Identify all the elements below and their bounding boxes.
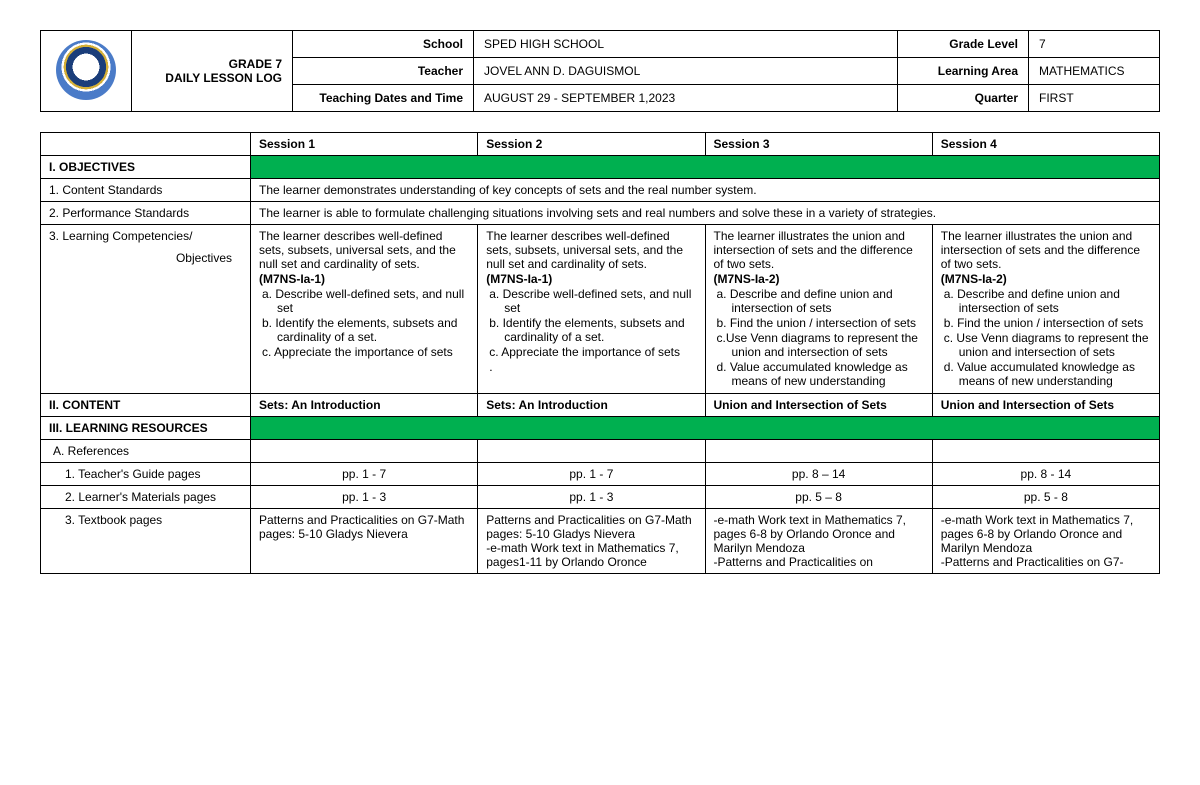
s1-intro: The learner describes well-defined sets,…: [259, 229, 469, 271]
s1-c: c. Appreciate the importance of sets: [259, 345, 469, 359]
deped-logo: [56, 40, 116, 100]
s4-c: c. Use Venn diagrams to represent the un…: [941, 331, 1151, 359]
s2-a: a. Describe well-defined sets, and null …: [486, 287, 696, 315]
resources-green-bar: [251, 417, 1160, 440]
competency-s3: The learner illustrates the union and in…: [705, 225, 932, 394]
tb-s2-b: -e-math Work text in Mathematics 7, page…: [486, 541, 696, 569]
performance-standards-label: 2. Performance Standards: [41, 202, 251, 225]
s4-a: a. Describe and define union and interse…: [941, 287, 1151, 315]
session-1-header: Session 1: [251, 133, 478, 156]
s3-a: a. Describe and define union and interse…: [714, 287, 924, 315]
textbook-label: 3. Textbook pages: [41, 509, 251, 574]
tb-s2: Patterns and Practicalities on G7-Math p…: [478, 509, 705, 574]
content-s4: Union and Intersection of Sets: [932, 394, 1159, 417]
ref-s1: [251, 440, 478, 463]
tg-s4: pp. 8 - 14: [932, 463, 1159, 486]
s3-code: (M7NS-Ia-2): [714, 272, 780, 286]
references-label: A. References: [41, 440, 251, 463]
teacher-value: JOVEL ANN D. DAGUISMOL: [474, 58, 898, 85]
lm-s3: pp. 5 – 8: [705, 486, 932, 509]
school-value: SPED HIGH SCHOOL: [474, 31, 898, 58]
dates-label: Teaching Dates and Time: [293, 85, 474, 112]
dll-title: DAILY LESSON LOG: [142, 71, 282, 85]
session-2-header: Session 2: [478, 133, 705, 156]
content-standards-text: The learner demonstrates understanding o…: [251, 179, 1160, 202]
grade-level-value: 7: [1029, 31, 1160, 58]
main-table: Session 1 Session 2 Session 3 Session 4 …: [40, 132, 1160, 574]
teachers-guide-label: 1. Teacher's Guide pages: [41, 463, 251, 486]
ref-s4: [932, 440, 1159, 463]
s4-code: (M7NS-Ia-2): [941, 272, 1007, 286]
learning-area-label: Learning Area: [898, 58, 1029, 85]
grade-text: GRADE 7: [142, 57, 282, 71]
tg-s3: pp. 8 – 14: [705, 463, 932, 486]
tb-s3-a: -e-math Work text in Mathematics 7, page…: [714, 513, 924, 555]
tg-s2: pp. 1 - 7: [478, 463, 705, 486]
ref-s2: [478, 440, 705, 463]
s4-b: b. Find the union / intersection of sets: [941, 316, 1151, 330]
lm-s2: pp. 1 - 3: [478, 486, 705, 509]
quarter-label: Quarter: [898, 85, 1029, 112]
learners-materials-label: 2. Learner's Materials pages: [41, 486, 251, 509]
content-s2: Sets: An Introduction: [478, 394, 705, 417]
tb-s4-b: -Patterns and Practicalities on G7-: [941, 555, 1151, 569]
s3-intro: The learner illustrates the union and in…: [714, 229, 924, 271]
s4-intro: The learner illustrates the union and in…: [941, 229, 1151, 271]
tb-s3: -e-math Work text in Mathematics 7, page…: [705, 509, 932, 574]
tb-s3-b: -Patterns and Practicalities on: [714, 555, 924, 569]
objectives-header: I. OBJECTIVES: [41, 156, 251, 179]
session-4-header: Session 4: [932, 133, 1159, 156]
resources-header: III. LEARNING RESOURCES: [41, 417, 251, 440]
quarter-value: FIRST: [1029, 85, 1160, 112]
s2-intro: The learner describes well-defined sets,…: [486, 229, 696, 271]
grade-level-label: Grade Level: [898, 31, 1029, 58]
lc-text: 3. Learning Competencies/: [49, 229, 192, 243]
content-header: II. CONTENT: [41, 394, 251, 417]
s2-c: c. Appreciate the importance of sets: [486, 345, 696, 359]
s2-dot: .: [486, 360, 696, 374]
content-standards-label: 1. Content Standards: [41, 179, 251, 202]
s4-d: d. Value accumulated knowledge as means …: [941, 360, 1151, 388]
s3-d: d. Value accumulated knowledge as means …: [714, 360, 924, 388]
tb-s4: -e-math Work text in Mathematics 7, page…: [932, 509, 1159, 574]
competency-s1: The learner describes well-defined sets,…: [251, 225, 478, 394]
objectives-green-bar: [251, 156, 1160, 179]
content-s1: Sets: An Introduction: [251, 394, 478, 417]
blank-corner: [41, 133, 251, 156]
s3-b: b. Find the union / intersection of sets: [714, 316, 924, 330]
competency-s4: The learner illustrates the union and in…: [932, 225, 1159, 394]
title-cell: GRADE 7 DAILY LESSON LOG: [132, 31, 293, 112]
s2-b: b. Identify the elements, subsets and ca…: [486, 316, 696, 344]
dates-value: AUGUST 29 - SEPTEMBER 1,2023: [474, 85, 898, 112]
competency-s2: The learner describes well-defined sets,…: [478, 225, 705, 394]
header-table: GRADE 7 DAILY LESSON LOG School SPED HIG…: [40, 30, 1160, 112]
learning-area-value: MATHEMATICS: [1029, 58, 1160, 85]
school-label: School: [293, 31, 474, 58]
logo-cell: [41, 31, 132, 112]
lc-objectives-sub: Objectives: [49, 251, 242, 265]
tb-s4-a: -e-math Work text in Mathematics 7, page…: [941, 513, 1151, 555]
tb-s2-a: Patterns and Practicalities on G7-Math p…: [486, 513, 696, 541]
s3-c: c.Use Venn diagrams to represent the uni…: [714, 331, 924, 359]
performance-standards-text: The learner is able to formulate challen…: [251, 202, 1160, 225]
learning-competencies-label: 3. Learning Competencies/ Objectives: [41, 225, 251, 394]
tb-s1: Patterns and Practicalities on G7-Math p…: [251, 509, 478, 574]
lm-s1: pp. 1 - 3: [251, 486, 478, 509]
teacher-label: Teacher: [293, 58, 474, 85]
ref-s3: [705, 440, 932, 463]
s1-b: b. Identify the elements, subsets and ca…: [259, 316, 469, 344]
s1-a: a. Describe well-defined sets, and null …: [259, 287, 469, 315]
tg-s1: pp. 1 - 7: [251, 463, 478, 486]
s2-code: (M7NS-Ia-1): [486, 272, 552, 286]
content-s3: Union and Intersection of Sets: [705, 394, 932, 417]
lm-s4: pp. 5 - 8: [932, 486, 1159, 509]
s1-code: (M7NS-Ia-1): [259, 272, 325, 286]
session-3-header: Session 3: [705, 133, 932, 156]
